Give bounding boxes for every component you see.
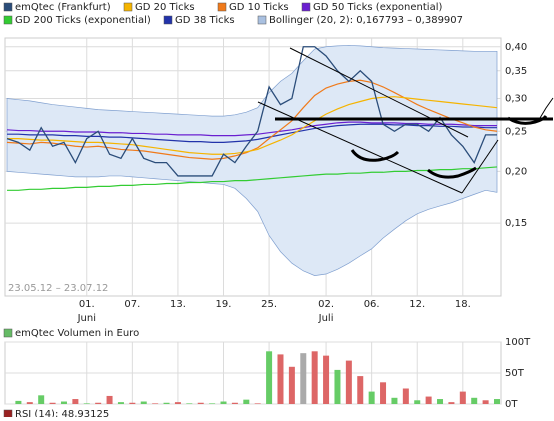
legend-swatch bbox=[3, 15, 13, 25]
legend-swatch bbox=[163, 15, 173, 25]
series-line bbox=[6, 121, 497, 137]
legend-swatch bbox=[257, 15, 267, 25]
legend-swatch bbox=[3, 409, 13, 419]
y-tick-label: 0,20 bbox=[505, 166, 527, 177]
x-tick-label: 25. bbox=[261, 299, 277, 310]
volume-bar bbox=[140, 401, 147, 404]
hand-drawing bbox=[257, 47, 554, 194]
month-label: Juli bbox=[318, 313, 334, 324]
y-tick-label: 100T bbox=[505, 337, 531, 348]
volume-bar bbox=[152, 403, 159, 404]
bollinger-band bbox=[6, 45, 498, 276]
volume-bar bbox=[220, 401, 227, 404]
volume-bar bbox=[15, 400, 22, 404]
volume-bar bbox=[482, 400, 489, 404]
series-line bbox=[6, 46, 497, 177]
y-tick-label: 50T bbox=[505, 368, 525, 379]
legend-swatch bbox=[3, 328, 13, 338]
volume-bar bbox=[277, 354, 284, 404]
series-line bbox=[7, 96, 498, 155]
x-tick-label: 02. bbox=[318, 299, 334, 310]
drawn-curve bbox=[427, 166, 477, 179]
volume-bar bbox=[334, 369, 341, 404]
series-line bbox=[7, 123, 497, 143]
volume-bar bbox=[254, 403, 261, 404]
legend-label: Bollinger (20, 2): 0,167793 – 0,389907 bbox=[269, 15, 463, 26]
legend-swatch bbox=[217, 2, 227, 12]
legend-label: emQtec (Frankfurt) bbox=[15, 2, 111, 13]
date-range: 23.05.12 – 23.07.12 bbox=[8, 283, 108, 294]
volume-bar bbox=[311, 351, 318, 404]
y-tick-label: 0,15 bbox=[505, 218, 527, 229]
volume-bar bbox=[459, 391, 466, 404]
volume-bar bbox=[186, 403, 193, 404]
volume-bar bbox=[300, 353, 307, 404]
volume-bar bbox=[95, 402, 102, 404]
volume-bar bbox=[83, 403, 90, 404]
legend-label: GD 38 Ticks bbox=[175, 15, 235, 26]
y-tick-label: 0T bbox=[505, 399, 518, 410]
volume-bar bbox=[163, 402, 170, 404]
drawn-line bbox=[257, 101, 463, 194]
volume-bar bbox=[288, 366, 295, 404]
legend-swatch bbox=[3, 2, 13, 12]
volume-bar bbox=[72, 399, 79, 404]
volume-bar bbox=[448, 402, 455, 404]
month-label: Juni bbox=[77, 313, 96, 324]
legend-label: emQtec Volumen in Euro bbox=[15, 328, 139, 339]
volume-bar bbox=[437, 399, 444, 404]
volume-bar bbox=[129, 402, 136, 404]
volume-bar bbox=[117, 402, 124, 404]
volume-bar bbox=[26, 402, 33, 404]
legend-swatch bbox=[123, 2, 133, 12]
drawn-curve bbox=[507, 115, 548, 125]
volume-bar bbox=[380, 382, 387, 404]
legend-label: GD 20 Ticks bbox=[135, 2, 195, 13]
y-tick-label: 0,25 bbox=[505, 126, 527, 137]
x-tick-label: 12. bbox=[409, 299, 425, 310]
volume-bar bbox=[209, 403, 216, 404]
legend-label: GD 200 Ticks (exponential) bbox=[15, 15, 151, 26]
x-tick-label: 18. bbox=[455, 299, 471, 310]
drawn-curve bbox=[350, 149, 400, 162]
x-tick-label: 07. bbox=[124, 299, 140, 310]
series-line bbox=[7, 166, 498, 191]
legend-label: GD 10 Ticks bbox=[229, 2, 289, 13]
drawn-line bbox=[461, 139, 499, 194]
y-tick-label: 0,30 bbox=[505, 93, 527, 104]
x-tick-label: 01. bbox=[79, 299, 95, 310]
legend-label: GD 50 Ticks (exponential) bbox=[313, 2, 442, 13]
volume-bar bbox=[345, 360, 352, 404]
volume-bar bbox=[414, 400, 421, 404]
volume-bar bbox=[243, 399, 250, 404]
volume-bar bbox=[494, 399, 500, 404]
volume-bar bbox=[266, 351, 273, 404]
x-tick-label: 13. bbox=[170, 299, 186, 310]
volume-bar bbox=[38, 395, 45, 404]
volume-bar bbox=[106, 395, 113, 404]
y-tick-label: 0,35 bbox=[505, 66, 527, 77]
volume-bar bbox=[49, 402, 56, 404]
x-tick-label: 19. bbox=[216, 299, 232, 310]
volume-bar bbox=[60, 401, 67, 404]
volume-bar bbox=[174, 402, 181, 404]
volume-bar bbox=[402, 388, 409, 404]
layers: 0,15 0,20 0,25 0,30 0,35 0,40 01. 07. 13. 19. 25. 0… bbox=[3, 2, 531, 420]
volume-bar bbox=[425, 396, 432, 404]
plot-frame bbox=[4, 37, 502, 297]
volume-bar bbox=[231, 402, 238, 404]
legend-label: RSI (14): 48,93125 bbox=[15, 409, 109, 417]
volume-bar bbox=[471, 397, 478, 404]
volume-bar bbox=[357, 376, 364, 404]
volume-bar bbox=[197, 402, 204, 404]
drawn-line bbox=[289, 47, 469, 138]
volume-bar bbox=[391, 397, 398, 404]
volume-bar bbox=[368, 391, 375, 404]
drawn-line bbox=[539, 97, 554, 119]
y-tick-label: 0,40 bbox=[505, 42, 527, 53]
legend-swatch bbox=[301, 2, 311, 12]
volume-bar bbox=[323, 355, 330, 404]
x-tick-label: 06. bbox=[364, 299, 380, 310]
